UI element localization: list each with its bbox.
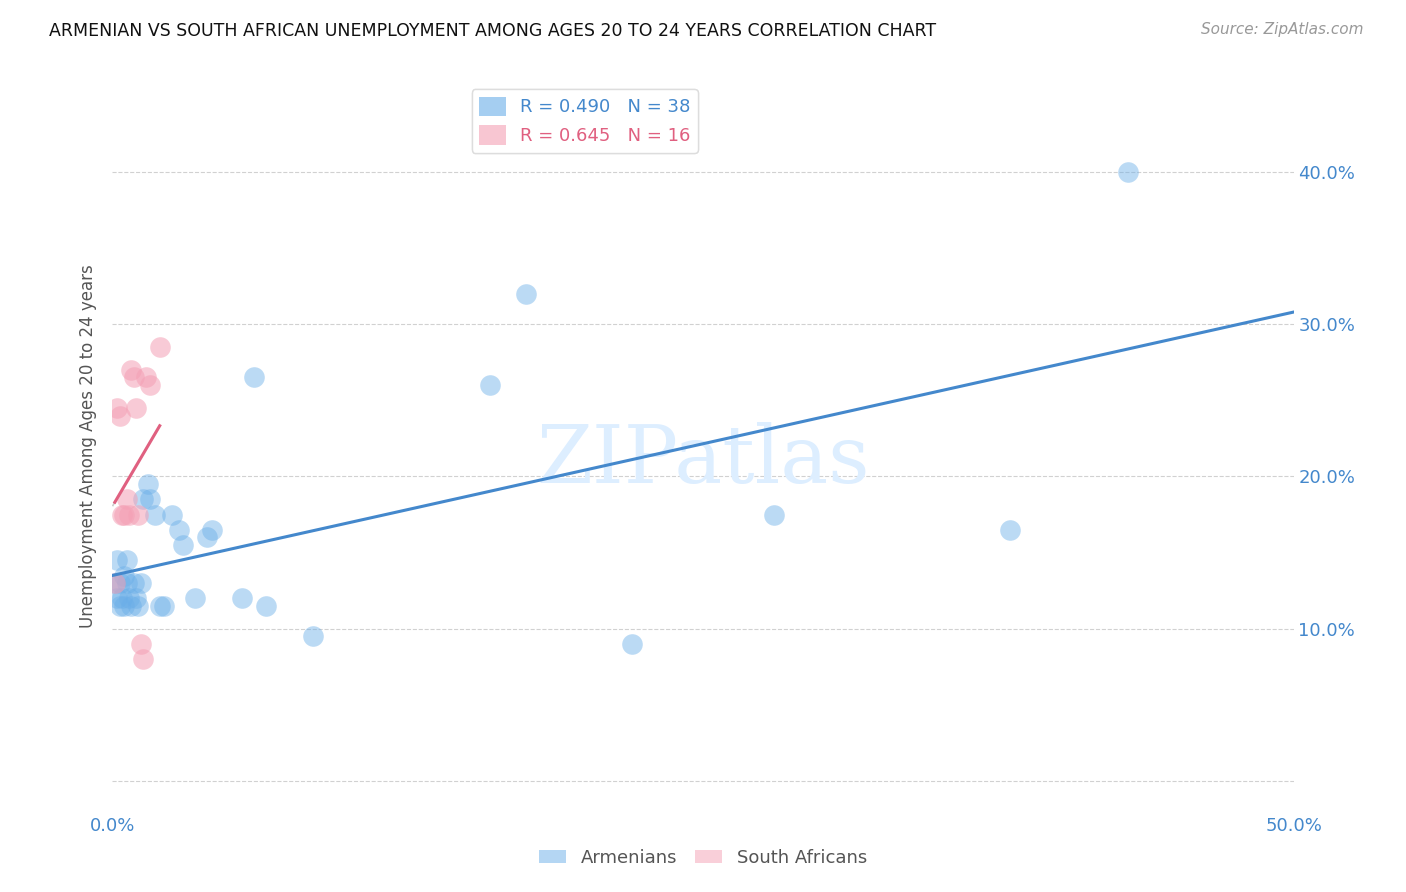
Point <box>127 508 149 522</box>
Point <box>762 508 785 522</box>
Point <box>115 492 138 507</box>
Point <box>153 599 176 613</box>
Point <box>184 591 207 606</box>
Point <box>108 576 131 591</box>
Legend: R = 0.490   N = 38, R = 0.645   N = 16: R = 0.490 N = 38, R = 0.645 N = 16 <box>472 89 697 153</box>
Text: ZIPatlas: ZIPatlas <box>536 422 870 500</box>
Point <box>149 599 172 613</box>
Point <box>120 599 142 613</box>
Point <box>111 508 134 522</box>
Point <box>104 576 127 591</box>
Point <box>125 401 148 415</box>
Point <box>112 568 135 582</box>
Point <box>105 553 128 567</box>
Point <box>129 637 152 651</box>
Point <box>112 599 135 613</box>
Point <box>105 401 128 415</box>
Text: Source: ZipAtlas.com: Source: ZipAtlas.com <box>1201 22 1364 37</box>
Point <box>195 530 218 544</box>
Point <box>998 523 1021 537</box>
Point <box>111 591 134 606</box>
Point <box>1116 164 1139 178</box>
Point <box>108 409 131 423</box>
Point <box>122 576 145 591</box>
Point <box>167 523 190 537</box>
Point <box>143 508 166 522</box>
Point <box>302 630 325 644</box>
Point <box>139 378 162 392</box>
Point <box>515 286 537 301</box>
Point <box>172 538 194 552</box>
Point <box>127 599 149 613</box>
Point <box>139 492 162 507</box>
Point <box>120 363 142 377</box>
Point <box>115 553 138 567</box>
Point <box>201 523 224 537</box>
Point <box>118 591 141 606</box>
Point <box>479 378 502 392</box>
Point <box>125 591 148 606</box>
Point <box>129 576 152 591</box>
Point <box>621 637 644 651</box>
Point <box>104 576 127 591</box>
Point <box>108 599 131 613</box>
Legend: Armenians, South Africans: Armenians, South Africans <box>531 842 875 874</box>
Point <box>160 508 183 522</box>
Y-axis label: Unemployment Among Ages 20 to 24 years: Unemployment Among Ages 20 to 24 years <box>79 264 97 628</box>
Point <box>115 576 138 591</box>
Text: ARMENIAN VS SOUTH AFRICAN UNEMPLOYMENT AMONG AGES 20 TO 24 YEARS CORRELATION CHA: ARMENIAN VS SOUTH AFRICAN UNEMPLOYMENT A… <box>49 22 936 40</box>
Point <box>136 477 159 491</box>
Point <box>149 340 172 354</box>
Point <box>254 599 277 613</box>
Point <box>105 591 128 606</box>
Point <box>118 508 141 522</box>
Point <box>112 508 135 522</box>
Point <box>122 370 145 384</box>
Point <box>243 370 266 384</box>
Point <box>231 591 253 606</box>
Point <box>132 652 155 666</box>
Point <box>135 370 157 384</box>
Point <box>132 492 155 507</box>
